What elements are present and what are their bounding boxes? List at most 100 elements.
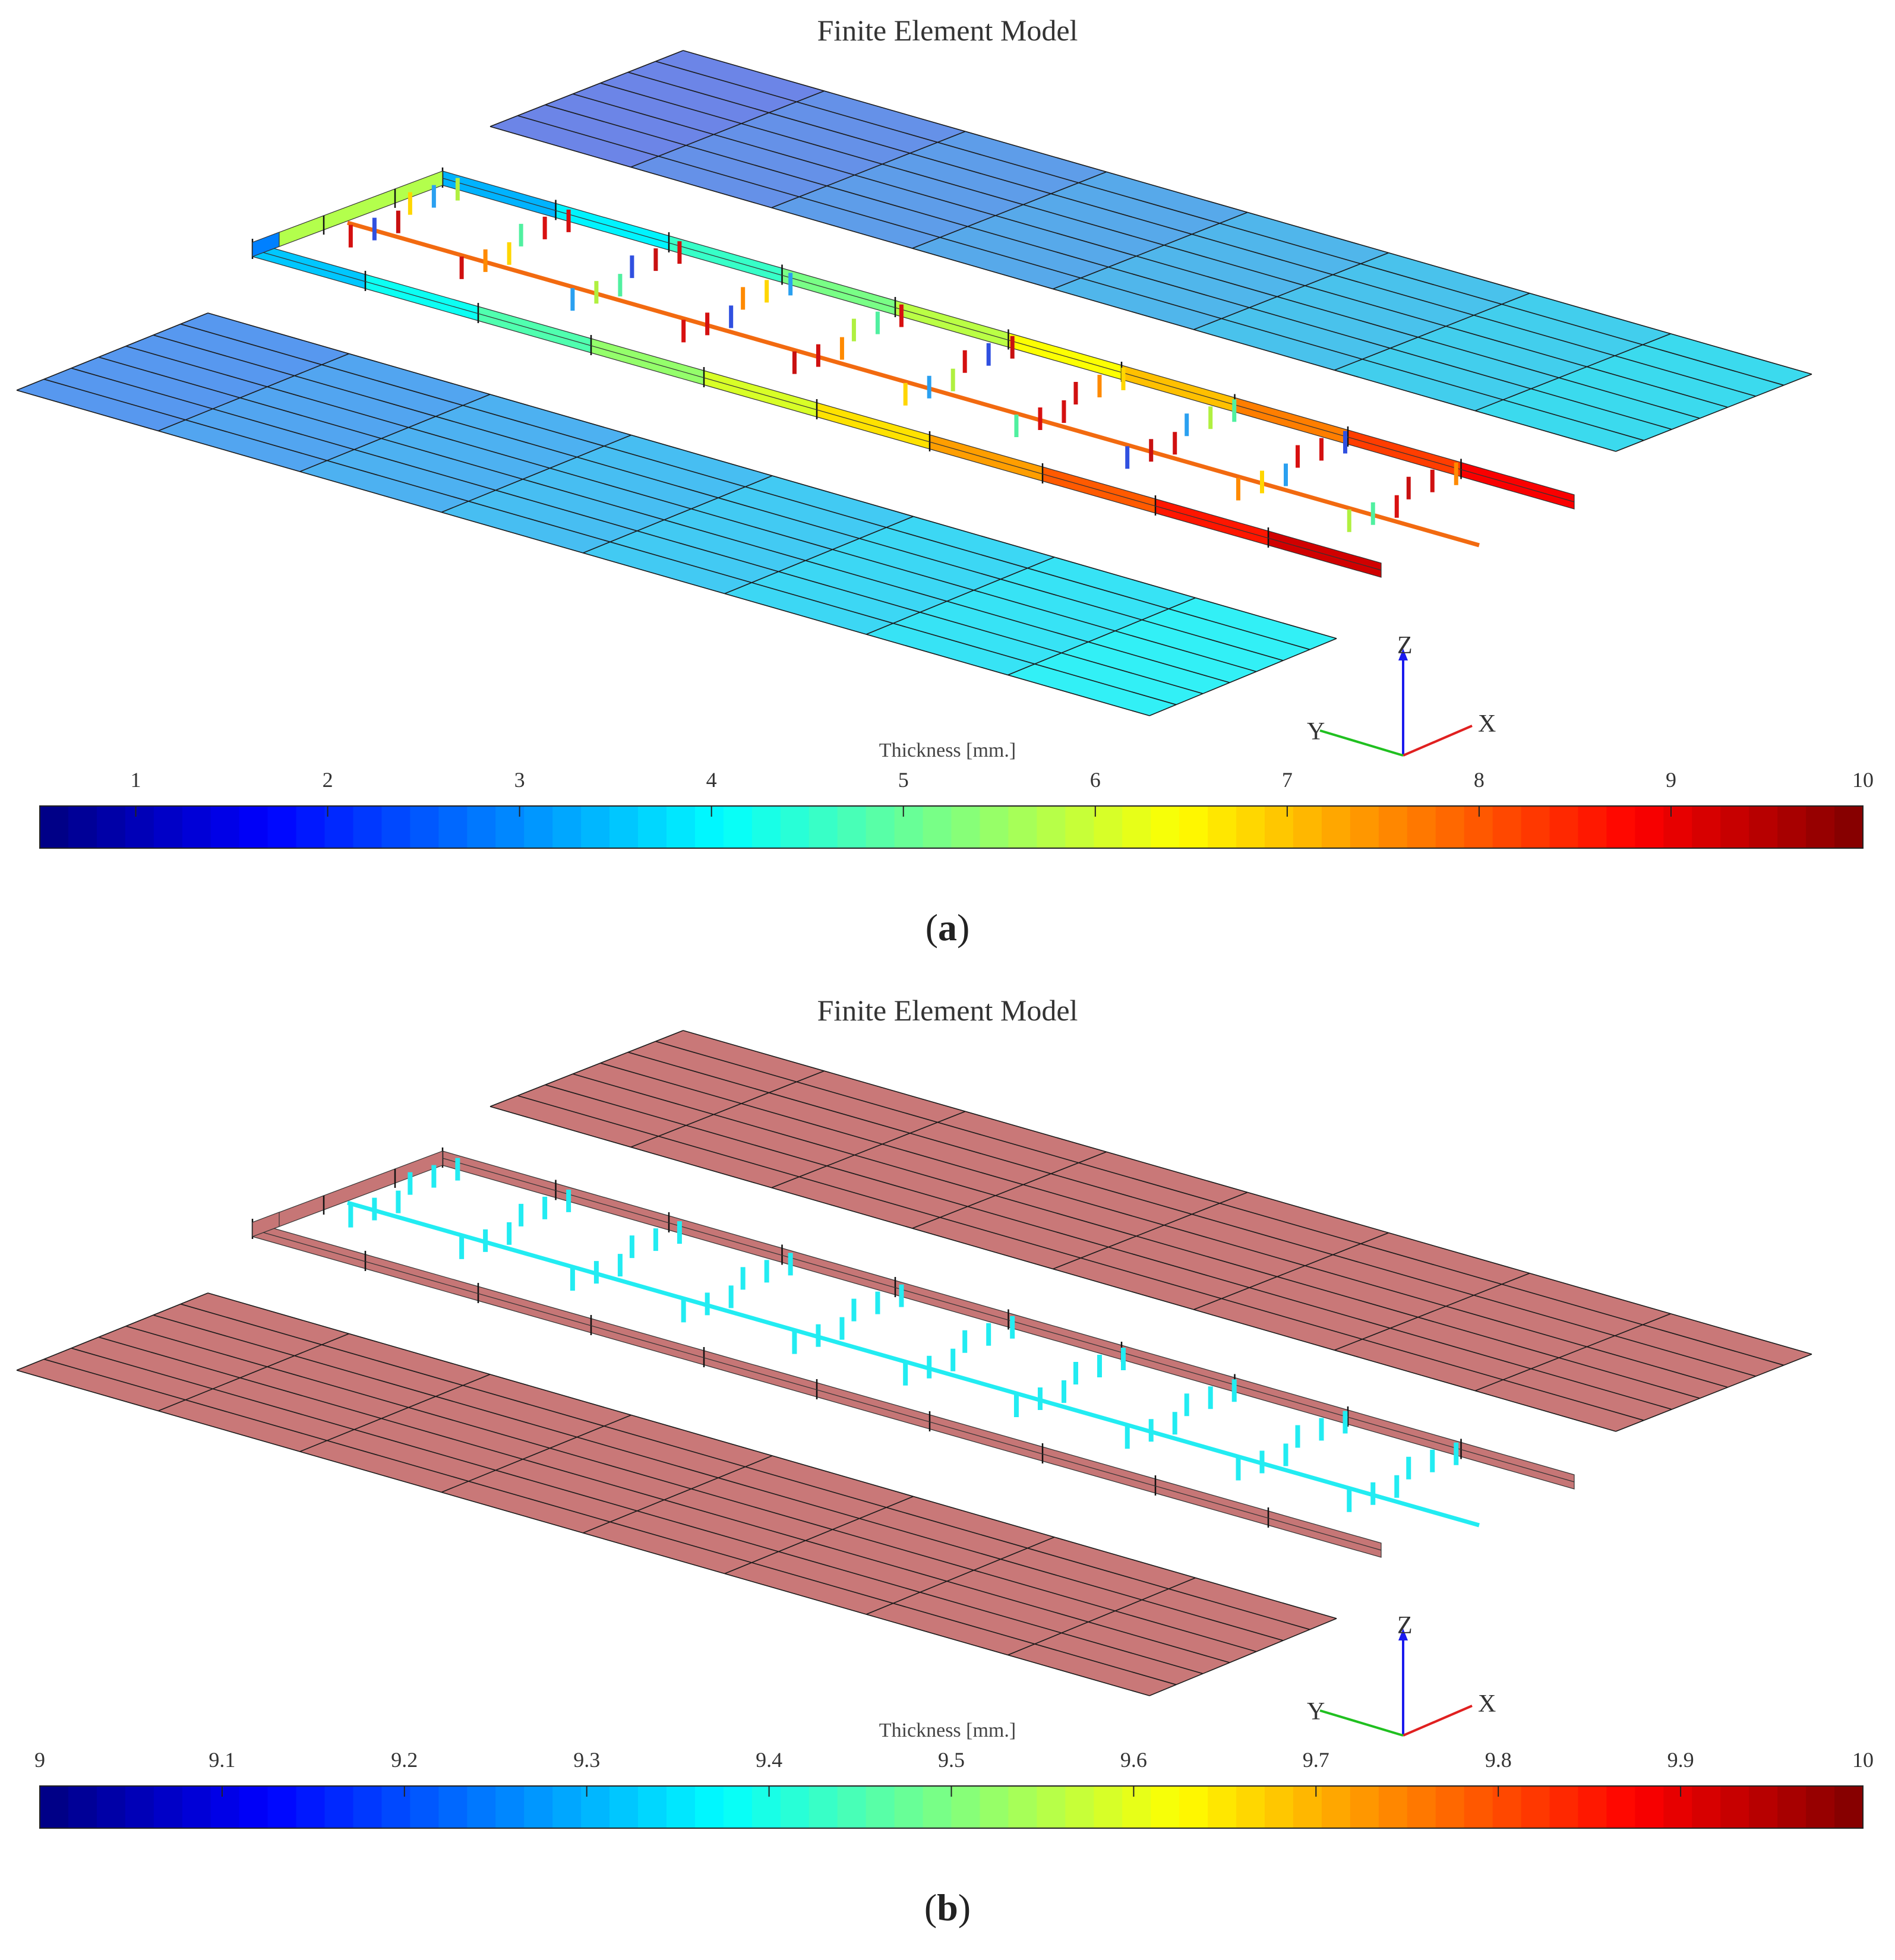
mesh-line [1007, 597, 1196, 676]
mesh-line [1007, 1577, 1196, 1656]
mesh-line [489, 50, 684, 127]
colorbar-tick-label: 6 [1089, 768, 1101, 792]
colorbar-cell [1208, 1786, 1237, 1828]
colorbar-cell [1378, 806, 1408, 848]
colorbar-tick-label: 7 [1281, 768, 1293, 792]
colorbar-cell [1151, 1786, 1180, 1828]
colorbar-cell [1293, 1786, 1322, 1828]
colorbar-cell [1749, 806, 1778, 848]
colorbar-cell [524, 806, 553, 848]
colorbar-cell [68, 806, 97, 848]
colorbar-cell [210, 1786, 240, 1828]
fe-model-view: Z X Y [16, 1030, 1864, 1829]
colorbar-cell [894, 806, 924, 848]
colorbar-cell [1435, 806, 1465, 848]
mesh-line [866, 557, 1055, 635]
colorbar-tick-label: 9.1 [209, 1748, 236, 1772]
plate-strip [1193, 1232, 1530, 1351]
colorbar-cell [1008, 806, 1038, 848]
colorbar-cell [1264, 806, 1294, 848]
frame-end [252, 1150, 443, 1237]
colorbar-cell [410, 806, 440, 848]
colorbar-tick-label: 9 [1665, 768, 1676, 792]
colorbar-cell [495, 806, 525, 848]
top-plate [489, 1030, 1812, 1432]
colorbar-cell [96, 1786, 126, 1828]
colorbar-cell [381, 1786, 411, 1828]
plate-strip [1053, 1192, 1389, 1310]
plate-strip [771, 1111, 1107, 1229]
colorbar-cell [1692, 1786, 1722, 1828]
x-axis-label: X [1478, 710, 1496, 738]
colorbar-cell [923, 1786, 952, 1828]
colorbar-cell [581, 1786, 610, 1828]
colorbar-cell [980, 806, 1009, 848]
colorbar-cell [410, 1786, 440, 1828]
spine-beam [347, 220, 1480, 548]
plate-strip [912, 1152, 1247, 1269]
colorbar-cell [1635, 806, 1665, 848]
colorbar-cell [1407, 1786, 1436, 1828]
colorbar-cell [153, 1786, 183, 1828]
colorbar-tick-label: 9.9 [1667, 1748, 1694, 1772]
mesh-line [441, 1414, 631, 1493]
plate-strip [1475, 333, 1812, 451]
panel-a: Finite Element Model Z X Y Thickness [mm.]… [16, 14, 1874, 949]
colorbar-cell [1749, 1786, 1778, 1828]
colorbar-cell [1065, 806, 1095, 848]
spine-beam [347, 1200, 1480, 1528]
plate-strip [630, 91, 965, 208]
colorbar-cell [1635, 1786, 1665, 1828]
colorbar-cell [1037, 806, 1066, 848]
colorbar-cell [1350, 1786, 1379, 1828]
colorbar-label: Thickness [mm.] [879, 739, 1016, 761]
frame-end-wall [252, 1212, 280, 1237]
colorbar-tick-label: 9.3 [573, 1748, 601, 1772]
colorbar-cell [694, 1786, 724, 1828]
plate-strip [1007, 1578, 1337, 1696]
colorbar-cell [495, 1786, 525, 1828]
colorbar-tick-label: 9.4 [756, 1748, 783, 1772]
colorbar-cell [751, 806, 781, 848]
z-axis-arrow [1398, 1629, 1408, 1640]
colorbar-cell [1122, 806, 1151, 848]
z-axis-label: Z [1397, 632, 1413, 659]
coordinate-triad: Z X Y [1307, 1612, 1496, 1737]
mesh-line [1615, 374, 1812, 452]
plate-strip [724, 1496, 1054, 1614]
colorbar-cell [1834, 806, 1864, 848]
plate-strip [1334, 293, 1671, 411]
mesh-line [583, 1455, 773, 1534]
colorbar-cell [1321, 806, 1351, 848]
colorbar-cell [467, 1786, 497, 1828]
colorbar-cell [1777, 806, 1806, 848]
colorbar-cell [1179, 806, 1208, 848]
colorbar [39, 1785, 1864, 1829]
colorbar-cell [524, 1786, 553, 1828]
stiffener-ticks [348, 178, 1458, 532]
colorbar-cell [353, 806, 383, 848]
colorbar-cell [1720, 806, 1749, 848]
plate-strip [1053, 212, 1389, 330]
plate-strip [299, 394, 631, 513]
frame-end-wall [252, 232, 280, 257]
colorbar-tick-label: 8 [1473, 768, 1485, 792]
colorbar-cell [723, 1786, 753, 1828]
colorbar-label: Thickness [mm.] [879, 1719, 1016, 1741]
mesh-line [1474, 333, 1671, 412]
colorbar-cell [1094, 806, 1123, 848]
colorbar-cell [1777, 1786, 1806, 1828]
mesh-line [299, 1374, 491, 1452]
colorbar-cell [324, 1786, 354, 1828]
colorbar-cell [1293, 806, 1322, 848]
panel-b: Finite Element Model Z X Y Thickness [mm.]… [0, 980, 1895, 1960]
y-axis-label: Y [1307, 718, 1325, 745]
colorbar-cell [438, 806, 468, 848]
colorbar-cell [638, 806, 667, 848]
mesh-line [158, 353, 349, 432]
mesh-line [724, 516, 914, 595]
mesh-line [630, 1070, 825, 1148]
colorbar-cell [951, 806, 981, 848]
colorbar-tick-label: 9.6 [1120, 1748, 1147, 1772]
colorbar-cell [324, 806, 354, 848]
